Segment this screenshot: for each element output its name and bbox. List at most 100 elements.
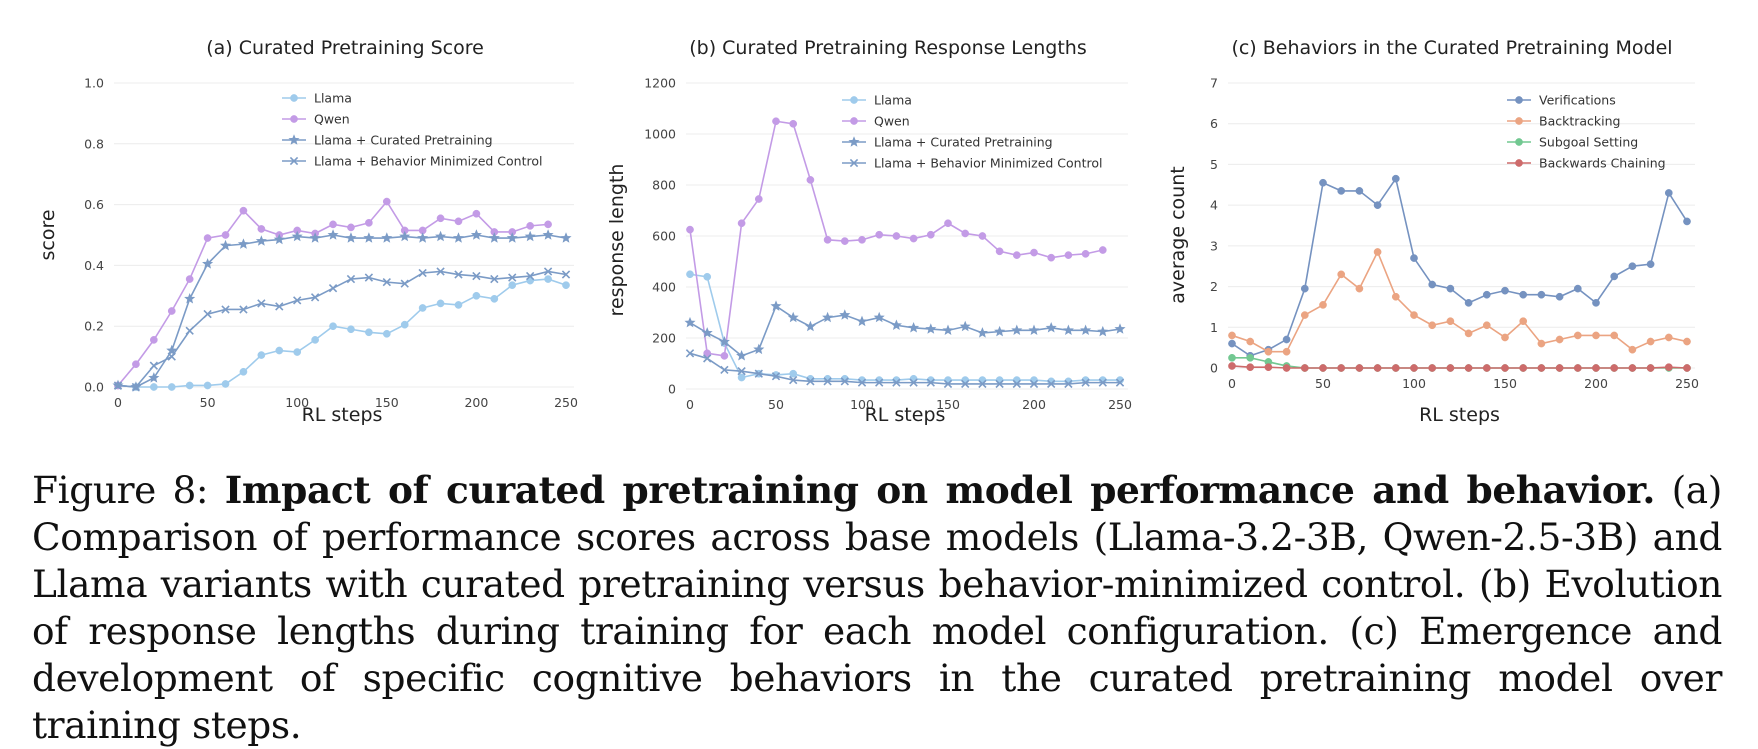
data-point — [1228, 331, 1236, 340]
x-tick-label: 200 — [1584, 376, 1608, 391]
data-point — [1501, 286, 1509, 295]
x-axis-label: RL steps — [302, 404, 383, 426]
data-point — [275, 346, 284, 355]
data-point — [1081, 250, 1090, 258]
data-point — [257, 351, 266, 359]
data-point — [347, 223, 355, 232]
figure-charts: 0.00.20.40.60.81.00 50 100 150 200 250(a) Cur… — [37, 37, 1699, 426]
data-point — [789, 375, 798, 385]
data-point — [544, 275, 552, 283]
data-point — [1355, 364, 1364, 372]
legend-label: Llama + Curated Pretraining — [314, 133, 493, 148]
data-point — [1664, 189, 1673, 197]
data-point — [329, 322, 337, 331]
series-llama-curated-pretraining — [684, 300, 1126, 361]
x-tick-label: 250 — [1675, 376, 1699, 391]
data-point — [908, 321, 920, 333]
data-point — [1628, 262, 1637, 271]
data-point — [329, 220, 337, 229]
data-point — [1610, 364, 1619, 372]
series-llama-curated-pretraining — [112, 229, 572, 392]
data-point — [684, 316, 696, 328]
legend-marker — [289, 156, 299, 166]
legend-entry: Backwards Chaining — [1507, 156, 1666, 171]
data-point — [148, 372, 160, 383]
data-point — [892, 378, 901, 387]
data-point — [239, 305, 248, 314]
y-axis-label: average count — [1167, 166, 1189, 303]
data-point — [382, 329, 391, 338]
data-point — [221, 231, 230, 239]
data-point — [221, 380, 230, 388]
data-point — [203, 381, 212, 390]
legend-marker — [850, 96, 858, 104]
legend-label: Backtracking — [1539, 114, 1621, 129]
data-point — [221, 305, 230, 314]
data-point — [840, 377, 849, 386]
data-point — [327, 229, 339, 240]
data-point — [562, 281, 570, 290]
data-point — [1646, 364, 1655, 372]
series-line — [689, 352, 1120, 385]
data-point — [1391, 292, 1400, 301]
x-tick-label: 100 — [850, 397, 874, 412]
data-point — [943, 379, 953, 389]
x-axis-label: RL steps — [865, 404, 946, 426]
data-point — [772, 117, 780, 126]
data-point — [435, 230, 447, 242]
data-point — [770, 300, 782, 311]
data-point — [1373, 248, 1382, 256]
data-point — [273, 233, 285, 245]
data-point — [1555, 292, 1564, 301]
data-point — [436, 267, 445, 276]
data-point — [701, 327, 713, 338]
data-point — [399, 230, 411, 242]
data-point — [1446, 364, 1455, 372]
data-point — [560, 232, 572, 243]
data-point — [1337, 187, 1346, 195]
series-verifications — [1228, 174, 1691, 360]
chart-0: 0.0 0.2 0.4 0.6 0.8 1.0 0 50 100 150 200 250 (a) Cur… — [37, 37, 578, 426]
data-point — [1080, 324, 1092, 336]
data-point — [526, 222, 535, 230]
data-point — [525, 271, 535, 281]
data-point — [686, 270, 694, 279]
data-point — [365, 218, 373, 227]
legend-label: Llama + Behavior Minimized Control — [874, 156, 1102, 171]
data-point — [167, 383, 176, 391]
y-tick-label: 2 — [1210, 279, 1218, 294]
data-point — [839, 309, 851, 320]
legend-entry: Llama + Behavior Minimized Control — [842, 156, 1102, 171]
data-point — [382, 197, 391, 206]
data-point — [417, 232, 429, 243]
legend-marker — [849, 158, 859, 168]
x-tick-label: 0 — [114, 395, 122, 410]
data-point — [543, 267, 553, 276]
data-point — [418, 304, 427, 312]
data-point — [561, 270, 571, 279]
data-point — [1464, 364, 1473, 372]
data-point — [166, 344, 178, 356]
data-point — [1482, 321, 1491, 330]
x-tick-label: 200 — [464, 395, 488, 410]
data-point — [685, 349, 695, 358]
legend-label: Backwards Chaining — [1539, 156, 1666, 171]
data-point — [291, 230, 303, 242]
data-point — [328, 284, 338, 293]
x-tick-label: 150 — [1493, 376, 1517, 391]
legend-entry: Llama — [282, 91, 352, 106]
data-point — [293, 348, 302, 356]
data-point — [382, 277, 391, 287]
data-point — [789, 119, 798, 128]
data-point — [1428, 321, 1437, 330]
data-point — [1592, 299, 1600, 307]
data-point — [1464, 329, 1473, 338]
data-point — [1482, 364, 1491, 372]
x-tick-label: 150 — [375, 395, 399, 410]
y-tick-label: 3 — [1210, 238, 1218, 253]
data-point — [1012, 379, 1021, 389]
legend-entry: Backtracking — [1507, 114, 1621, 129]
data-point — [1464, 299, 1473, 307]
data-point — [1300, 311, 1309, 319]
data-point — [1592, 331, 1600, 340]
